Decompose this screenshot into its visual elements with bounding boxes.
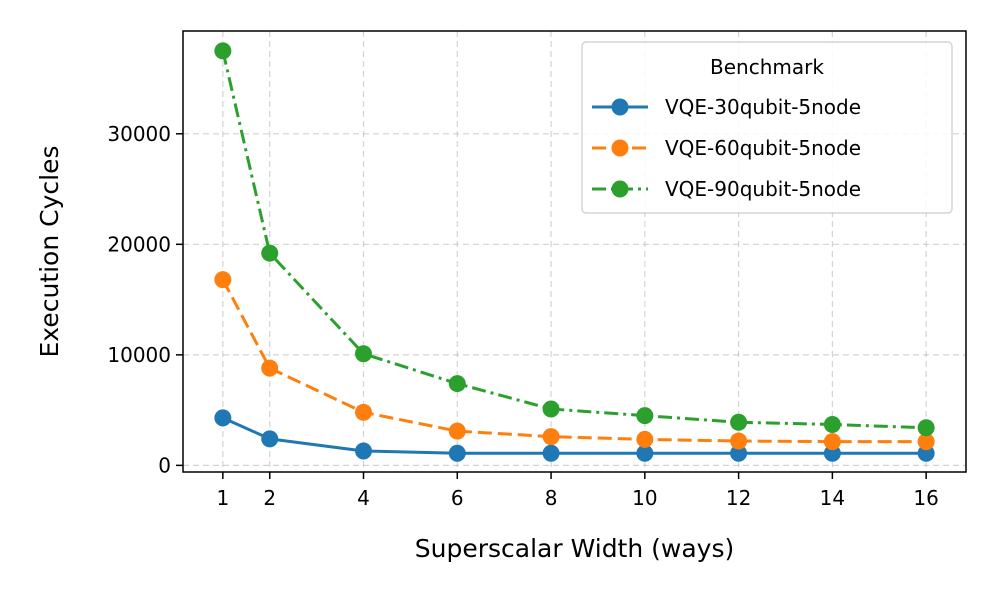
x-tick-label: 6 — [451, 486, 464, 510]
data-point — [636, 407, 654, 425]
data-point — [214, 42, 232, 60]
data-point — [261, 359, 279, 377]
x-axis: 1 2 4 6 8 10 12 14 16 — [216, 472, 939, 510]
series-VQE-90qubit-5node — [214, 42, 935, 437]
data-point — [448, 422, 466, 440]
data-point — [542, 444, 560, 462]
data-point — [261, 430, 279, 448]
data-point — [917, 419, 935, 437]
legend-box — [581, 41, 953, 214]
y-axis: 0 10000 20000 30000 — [107, 122, 183, 477]
data-point — [448, 375, 466, 393]
legend-label: VQE-60qubit-5node — [665, 136, 861, 160]
data-point — [542, 400, 560, 418]
legend-marker — [611, 98, 629, 116]
x-tick-label: 14 — [820, 486, 845, 510]
y-tick-label: 20000 — [107, 232, 171, 256]
x-tick-label: 1 — [216, 486, 229, 510]
y-tick-label: 10000 — [107, 343, 171, 367]
x-tick-label: 12 — [726, 486, 751, 510]
series-line — [221, 278, 927, 444]
x-tick-label: 4 — [357, 486, 370, 510]
x-tick-label: 8 — [545, 486, 558, 510]
data-point — [823, 415, 841, 433]
data-point — [917, 433, 935, 451]
plot-frame — [182, 30, 967, 473]
legend-marker — [611, 180, 629, 198]
data-point — [448, 444, 466, 462]
data-point — [542, 428, 560, 446]
data-point — [636, 430, 654, 448]
legend-entry: VQE-60qubit-5node — [592, 136, 861, 160]
y-tick-label: 0 — [158, 453, 171, 477]
data-point — [355, 345, 373, 363]
y-tick-label: 30000 — [107, 122, 171, 146]
series-VQE-30qubit-5node — [214, 409, 935, 462]
x-tick-label: 10 — [632, 486, 657, 510]
data-point — [730, 444, 748, 462]
legend: Benchmark VQE-30qubit-5node VQE-60qubit-5… — [581, 41, 953, 214]
data-point — [823, 433, 841, 451]
legend-marker — [611, 139, 629, 157]
series-layer — [214, 42, 935, 462]
data-point — [214, 409, 232, 427]
data-point — [261, 244, 279, 262]
legend-entry: VQE-30qubit-5node — [592, 95, 861, 119]
legend-entry: VQE-90qubit-5node — [592, 177, 861, 201]
y-axis-title: Execution Cycles — [35, 146, 64, 358]
x-tick-label: 2 — [263, 486, 276, 510]
legend-entries: VQE-30qubit-5node VQE-60qubit-5node VQE-90… — [592, 95, 861, 201]
legend-label: VQE-90qubit-5node — [665, 177, 861, 201]
legend-label: VQE-30qubit-5node — [665, 95, 861, 119]
data-point — [355, 403, 373, 421]
data-point — [730, 432, 748, 450]
x-axis-title: Superscalar Width (ways) — [415, 534, 735, 563]
data-point — [214, 271, 232, 289]
x-tick-label: 16 — [913, 486, 938, 510]
legend-title: Benchmark — [710, 55, 824, 79]
data-point — [730, 413, 748, 431]
data-point — [636, 444, 654, 462]
data-point — [355, 442, 373, 460]
series-VQE-60qubit-5node — [214, 271, 935, 451]
